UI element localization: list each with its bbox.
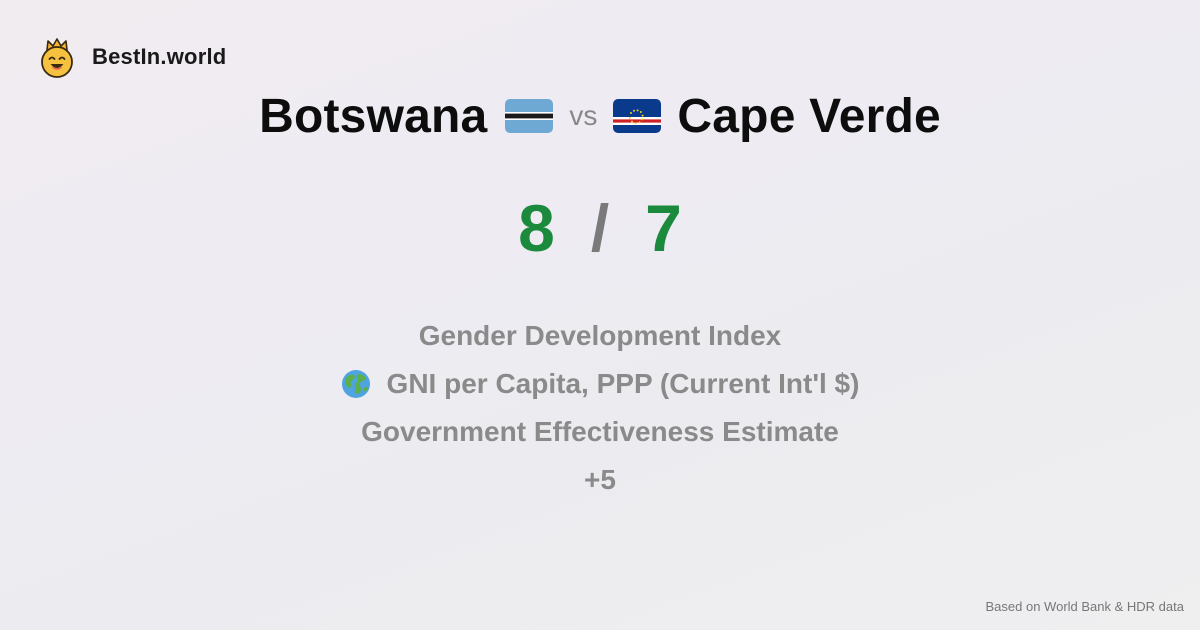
more-metrics-count[interactable]: +5 [0, 456, 1200, 504]
data-source-note: Based on World Bank & HDR data [985, 599, 1184, 614]
vs-label: vs [569, 100, 598, 131]
score-summary: 8 / 7 [0, 190, 1200, 266]
metric-list: Gender Development Index GNI per Capita,… [0, 312, 1200, 504]
metric-label: Government Effectiveness Estimate [361, 416, 839, 447]
metric-item[interactable]: Government Effectiveness Estimate [0, 408, 1200, 456]
metric-item[interactable]: Gender Development Index [0, 312, 1200, 360]
metric-label: GNI per Capita, PPP (Current Int'l $) [386, 368, 860, 399]
right-score: 7 [645, 191, 682, 265]
right-country-name[interactable]: Cape Verde [677, 89, 941, 143]
cape-verde-flag-icon [613, 99, 662, 133]
metric-item[interactable]: GNI per Capita, PPP (Current Int'l $) [0, 360, 1200, 408]
brand[interactable]: BestIn.world [38, 36, 226, 78]
crowned-smiley-icon [41, 38, 73, 78]
botswana-flag-icon [505, 99, 554, 133]
score-separator: / [590, 191, 610, 265]
brand-name: BestIn.world [92, 44, 227, 69]
comparison-title: Botswana vs Cape Verde [0, 86, 1200, 146]
left-score: 8 [518, 191, 555, 265]
left-country-name[interactable]: Botswana [259, 89, 488, 143]
globe-icon [341, 370, 370, 398]
metric-label: Gender Development Index [418, 320, 782, 351]
metric-label: +5 [584, 464, 616, 495]
